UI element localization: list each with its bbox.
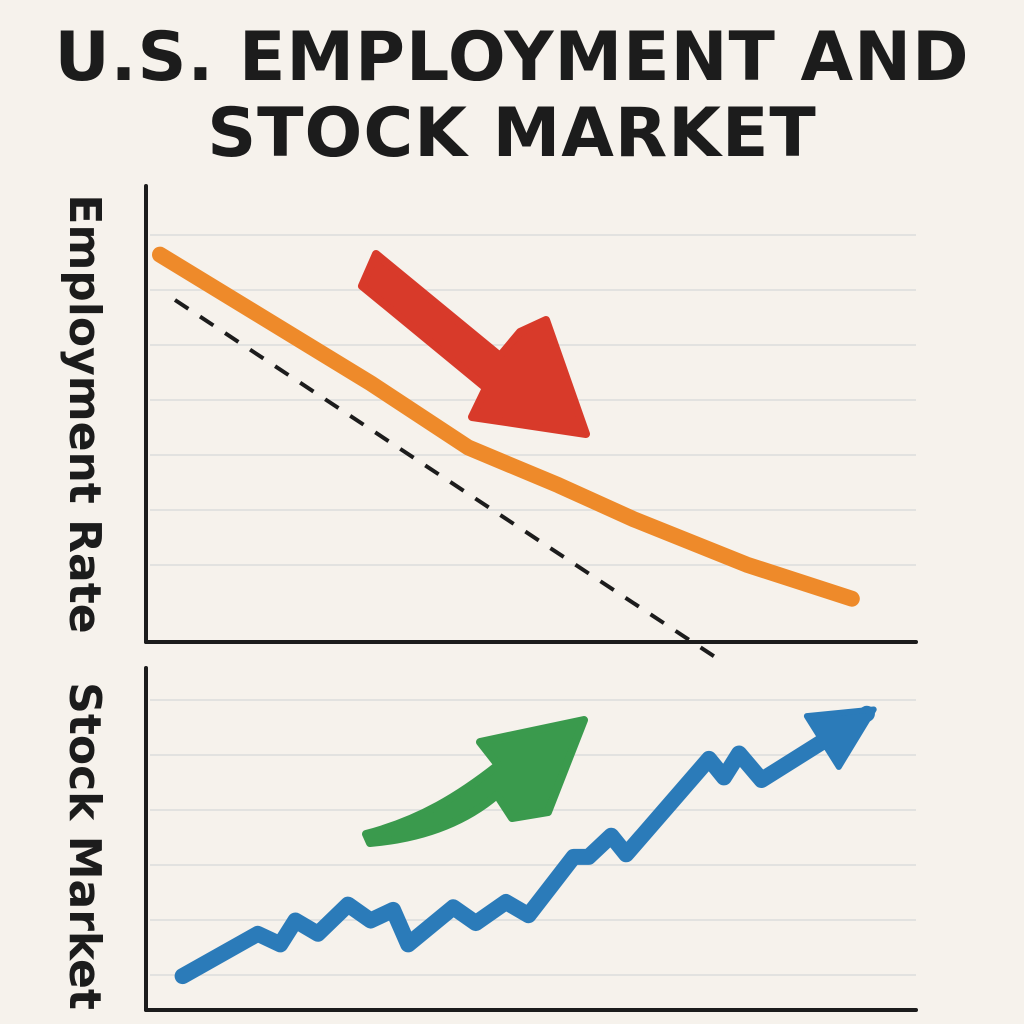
up-arrow-icon	[362, 716, 588, 847]
chart-title-line-2: STOCK MARKET	[207, 94, 817, 173]
stock-series-line	[174, 705, 875, 985]
employment-trend-dashed-line	[173, 298, 726, 665]
stock-line-arrowhead-icon	[803, 706, 877, 770]
chart-title-line-1: U.S. EMPLOYMENT AND	[54, 18, 970, 97]
down-arrow-icon	[358, 250, 590, 438]
employment-series-line	[152, 246, 860, 607]
employment-series-1-point-1	[724, 662, 725, 663]
